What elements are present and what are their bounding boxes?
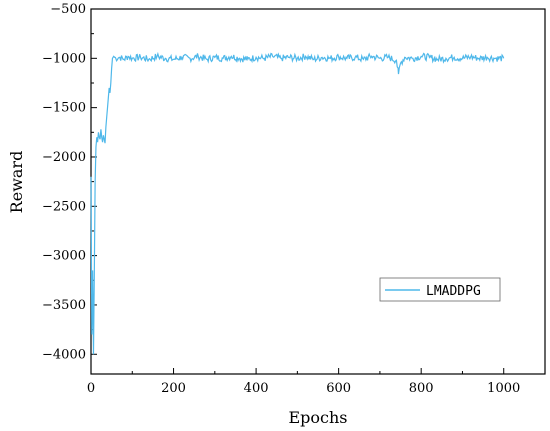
x-tick-label: 0 [87, 381, 95, 396]
x-axis-title: Epochs [288, 408, 347, 427]
legend-box [379, 277, 501, 302]
y-tick-label: −3000 [42, 249, 86, 264]
y-tick-label: −2000 [42, 150, 86, 165]
y-tick-label: −4000 [42, 347, 86, 362]
x-tick-label: 1000 [487, 381, 520, 396]
x-axis: 0 200 400 600 800 1000 [87, 368, 546, 396]
y-axis: −4000 −3500 −3000 −2500 −2000 −1500 −1000 −500 [42, 2, 97, 362]
y-tick-label: −500 [50, 2, 86, 17]
x-tick-label: 400 [244, 381, 269, 396]
legend-label: LMADDPG [426, 284, 481, 299]
y-tick-label: −3500 [42, 298, 86, 313]
legend: LMADDPG [379, 277, 501, 302]
series-line-lmaddpg [90, 51, 505, 355]
y-tick-label: −2500 [42, 199, 86, 214]
x-tick-label: 200 [161, 381, 186, 396]
plot-frame [90, 8, 546, 375]
y-axis-title: Reward [7, 151, 26, 214]
y-tick-label: −1500 [42, 101, 86, 116]
y-tick-label: −1000 [42, 51, 86, 66]
x-tick-label: 800 [409, 381, 434, 396]
x-tick-label: 600 [326, 381, 351, 396]
